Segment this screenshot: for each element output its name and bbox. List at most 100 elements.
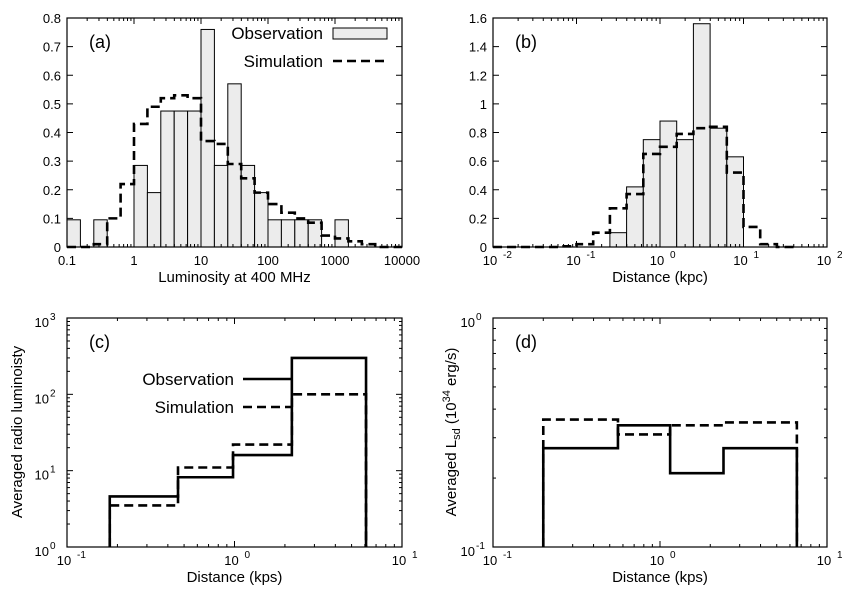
y-tick-label: 10	[35, 315, 49, 330]
observation-bar	[280, 219, 296, 248]
x-tick-label: 10	[483, 553, 497, 568]
x-axis-label: Distance (kpc)	[612, 269, 708, 286]
y-tick-label: 0.6	[43, 68, 61, 83]
x-tick-label: 10	[650, 253, 664, 268]
plot-frame	[66, 317, 403, 548]
y-tick-label: 10	[35, 544, 49, 559]
x-axis-label: Distance (kps)	[187, 569, 283, 586]
observation-bar	[254, 192, 269, 248]
y-tick-label: 0.6	[469, 154, 487, 169]
x-tick-label: 10	[817, 253, 831, 268]
observation-bar	[642, 139, 661, 248]
observation-bar	[213, 164, 229, 248]
observation-line	[108, 356, 368, 547]
x-tick-label: 10	[566, 253, 580, 268]
observation-bar	[267, 219, 282, 248]
y-tick-exponent: 3	[50, 312, 56, 323]
observation-line	[541, 423, 799, 547]
x-tick-exponent: -1	[503, 550, 512, 561]
y-tick-label: 1	[480, 97, 487, 112]
y-tick-label: 1.6	[469, 11, 487, 26]
x-tick-label: 10	[224, 553, 238, 568]
y-tick-label: 10	[35, 468, 49, 483]
y-axis-label-part: Averaged L	[443, 440, 460, 516]
y-tick-label: 10	[461, 315, 475, 330]
observation-bar	[676, 139, 694, 248]
y-tick-label: 0.4	[469, 183, 487, 198]
legend-label-simulation: Simulation	[244, 52, 323, 71]
y-axis-label: Averaged radio luminoisty	[9, 345, 26, 518]
y-tick-label: 0.2	[43, 183, 61, 198]
simulation-line	[67, 93, 402, 249]
y-tick-label: 0.8	[469, 126, 487, 141]
legend-label-simulation: Simulation	[155, 398, 234, 417]
y-tick-label: 0.4	[43, 126, 61, 141]
x-tick-exponent: 1	[412, 550, 418, 561]
y-axis-label-part: erg/s)	[443, 348, 460, 391]
y-tick-label: 0.7	[43, 40, 61, 55]
observation-bar	[626, 186, 644, 248]
x-tick-exponent: -1	[77, 550, 86, 561]
x-tick-label: 10	[483, 253, 497, 268]
legend-swatch-observation	[332, 27, 388, 40]
x-tick-label: 10	[57, 553, 71, 568]
x-tick-label: 100	[257, 253, 279, 268]
y-tick-label: 0.1	[43, 211, 61, 226]
y-tick-exponent: 1	[50, 465, 56, 476]
x-axis-label: Luminosity at 400 MHz	[158, 269, 311, 286]
y-tick-label: 0	[54, 240, 61, 255]
x-tick-label: 1000	[321, 253, 350, 268]
observation-bar	[227, 83, 242, 248]
x-tick-exponent: 0	[670, 550, 676, 561]
panel-b: 10 -2 10 -1 10 0 10 1 10 200.20.40.60.811.21.41.6…	[469, 11, 842, 286]
simulation-line	[493, 125, 794, 249]
y-tick-label: 0.8	[43, 11, 61, 26]
x-tick-label: 10000	[384, 253, 420, 268]
y-axis-label-part: (10	[443, 402, 460, 428]
observation-bar	[200, 28, 215, 248]
panel-a: 0.1 1 10 100 1000 1000000.10.20.30.40.50.60.7…	[43, 11, 420, 286]
panel-label: (a)	[89, 32, 111, 52]
legend: Observation Simulation	[231, 24, 388, 71]
x-tick-label: 10	[392, 553, 406, 568]
y-tick-label: 1.2	[469, 68, 487, 83]
observation-bar	[160, 110, 175, 248]
panel-label: (c)	[89, 332, 110, 352]
x-tick-exponent: -2	[503, 250, 512, 261]
panel-label: (b)	[515, 32, 537, 52]
observation-bar	[334, 219, 349, 248]
observation-bar	[659, 120, 678, 248]
observation-bar	[66, 219, 81, 248]
legend: Observation Simulation	[142, 370, 292, 417]
x-tick-label: 0.1	[58, 253, 76, 268]
y-axis-label: Averaged Lsd (1034 erg/s)	[441, 348, 463, 517]
observation-bar	[692, 23, 711, 248]
y-tick-label: 0.2	[469, 211, 487, 226]
x-axis-label: Distance (kps)	[612, 569, 708, 586]
x-tick-label: 10	[817, 553, 831, 568]
y-axis-label-part: sd	[451, 428, 463, 440]
simulation-line	[108, 393, 368, 547]
y-tick-label: 10	[35, 391, 49, 406]
y-axis-label-part: 34	[441, 390, 453, 402]
x-tick-label: 10	[733, 253, 747, 268]
y-tick-exponent: 0	[50, 541, 56, 552]
observation-bar	[709, 127, 728, 248]
legend-label-observation: Observation	[231, 24, 323, 43]
y-tick-label: 0.5	[43, 97, 61, 112]
observation-bar	[609, 232, 628, 248]
panel-label: (d)	[515, 332, 537, 352]
x-tick-label: 10	[650, 553, 664, 568]
y-tick-exponent: 2	[50, 388, 56, 399]
observation-bar	[173, 110, 189, 248]
y-tick-label: 1.4	[469, 40, 487, 55]
x-tick-exponent: 1	[754, 250, 760, 261]
y-tick-exponent: 0	[476, 312, 482, 323]
observation-bar	[133, 164, 148, 248]
observation-bar	[187, 110, 202, 248]
y-tick-label: 0.3	[43, 154, 61, 169]
y-tick-label: 0	[480, 240, 487, 255]
